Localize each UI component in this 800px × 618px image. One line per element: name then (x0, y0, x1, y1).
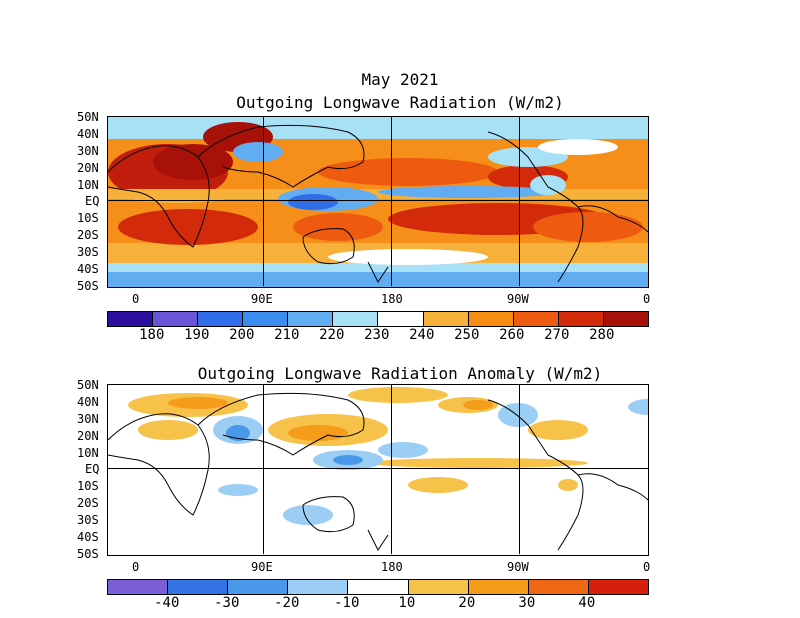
colorbar-label: 270 (544, 327, 570, 343)
olr-field (108, 117, 648, 287)
lat-label: 10S (77, 479, 99, 493)
lat-label: 20N (77, 429, 99, 443)
colorbar-swatch (558, 312, 604, 326)
colorbar-label: 10 (398, 595, 416, 611)
olr-map (107, 116, 649, 288)
olr-anomaly-map (107, 384, 649, 556)
lon-label: 90W (507, 560, 529, 574)
lon-label: 0 (643, 292, 651, 306)
colorbar-label: 240 (409, 327, 435, 343)
equator-line (107, 200, 649, 201)
lon-label: 90W (507, 292, 529, 306)
meridian-90e (263, 384, 264, 554)
colorbar-label: 260 (499, 327, 525, 343)
meridian-90w (519, 384, 520, 554)
colorbar-swatch (228, 580, 289, 594)
lat-label: 30S (77, 513, 99, 527)
colorbar-label: 250 (454, 327, 480, 343)
lat-label: 50N (77, 378, 99, 392)
colorbar-swatch (423, 312, 469, 326)
equator-line (107, 468, 649, 469)
colorbar-label: 190 (184, 327, 210, 343)
colorbar-label: 220 (319, 327, 345, 343)
lat-label: 40N (77, 395, 99, 409)
colorbar-swatch (333, 312, 379, 326)
lat-label: 30N (77, 144, 99, 158)
colorbar-swatch (513, 312, 559, 326)
colorbar-swatch (288, 312, 334, 326)
colorbar-swatch (243, 312, 289, 326)
colorbar-swatch (528, 580, 589, 594)
date-title: May 2021 (361, 70, 439, 89)
colorbar-label: 280 (589, 327, 615, 343)
map1-title: Outgoing Longwave Radiation (W/m2) (236, 93, 564, 112)
colorbar-label: 20 (458, 595, 476, 611)
lon-label: 180 (381, 292, 403, 306)
colorbar-swatch (468, 580, 529, 594)
lat-label: 40N (77, 127, 99, 141)
anomaly-colorbar (107, 579, 649, 595)
lat-label: EQ (85, 462, 100, 476)
lon-label: 0 (132, 560, 140, 574)
lat-label: 50S (77, 547, 99, 561)
colorbar-swatch (348, 580, 409, 594)
lat-label: 20N (77, 161, 99, 175)
map2-title: Outgoing Longwave Radiation Anomaly (W/m… (197, 364, 603, 383)
colorbar-label: 210 (274, 327, 300, 343)
lat-label: 20S (77, 496, 99, 510)
colorbar-label: 30 (518, 595, 536, 611)
olr-colorbar (107, 311, 649, 327)
colorbar-swatch (153, 312, 199, 326)
colorbar-label: 200 (229, 327, 255, 343)
colorbar-swatch (468, 312, 514, 326)
lat-label: 10N (77, 446, 99, 460)
meridian-180 (391, 384, 392, 554)
lat-label: 40S (77, 262, 99, 276)
lat-label: 10S (77, 211, 99, 225)
lat-label: 50N (77, 110, 99, 124)
lon-label: 90E (251, 560, 273, 574)
colorbar-swatch (198, 312, 244, 326)
lat-label: 20S (77, 228, 99, 242)
colorbar-swatch (108, 580, 169, 594)
colorbar-swatch (408, 580, 469, 594)
meridian-90e (263, 116, 264, 286)
colorbar-label: 40 (578, 595, 596, 611)
meridian-180 (391, 116, 392, 286)
olr-anomaly-field (108, 387, 648, 551)
lat-label: EQ (85, 194, 100, 208)
colorbar-swatch (108, 312, 154, 326)
lat-label: 30N (77, 412, 99, 426)
colorbar-swatch (288, 580, 349, 594)
colorbar-label: -40 (154, 595, 180, 611)
meridian-90w (519, 116, 520, 286)
lon-label: 0 (643, 560, 651, 574)
lon-label: 90E (251, 292, 273, 306)
lat-label: 10N (77, 178, 99, 192)
colorbar-label: 230 (364, 327, 390, 343)
colorbar-label: -10 (334, 595, 360, 611)
colorbar-label: -20 (274, 595, 300, 611)
colorbar-label: -30 (214, 595, 240, 611)
lon-label: 0 (132, 292, 140, 306)
colorbar-swatch (603, 312, 648, 326)
lat-label: 40S (77, 530, 99, 544)
colorbar-swatch (378, 312, 424, 326)
lon-label: 180 (381, 560, 403, 574)
colorbar-label: 180 (139, 327, 165, 343)
lat-label: 50S (77, 279, 99, 293)
lat-label: 30S (77, 245, 99, 259)
colorbar-swatch (168, 580, 229, 594)
colorbar-swatch (588, 580, 648, 594)
